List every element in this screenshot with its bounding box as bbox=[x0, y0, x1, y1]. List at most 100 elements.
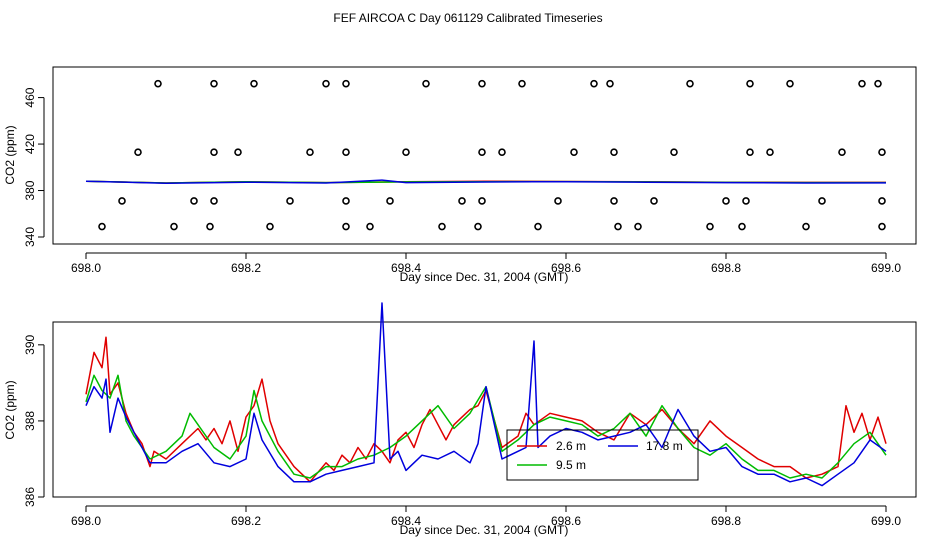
figure-title: FEF AIRCOA C Day 061129 Calibrated Times… bbox=[333, 11, 602, 25]
top-standard-point bbox=[570, 148, 578, 156]
top-series bbox=[85, 179, 887, 184]
top-standard-point bbox=[818, 197, 826, 205]
bottom-series-2-6-m bbox=[85, 336, 887, 483]
top-standard-point bbox=[342, 79, 350, 88]
top-standard-point bbox=[438, 222, 446, 231]
top-standard-point bbox=[342, 222, 350, 231]
top-y-tick-label: 420 bbox=[23, 134, 37, 154]
top-x-label: Day since Dec. 31, 2004 (GMT) bbox=[400, 270, 569, 284]
top-standard-point bbox=[534, 222, 542, 231]
top-standard-point bbox=[98, 222, 106, 231]
top-standard-point bbox=[306, 148, 314, 156]
top-standard-point bbox=[766, 148, 774, 156]
top-plot-frame bbox=[52, 66, 917, 245]
legend-label-2-6m: 2.6 m bbox=[556, 439, 586, 453]
top-standard-point bbox=[498, 148, 506, 156]
top-standard-point bbox=[518, 79, 526, 88]
bottom-x-tick-label: 699.0 bbox=[871, 514, 901, 528]
top-standard-point bbox=[610, 197, 618, 205]
top-standard-point bbox=[858, 79, 866, 88]
top-y-label: CO2 (ppm) bbox=[3, 125, 17, 184]
bottom-y-tick-label: 390 bbox=[23, 334, 37, 354]
bottom-series bbox=[85, 302, 887, 487]
bottom-x-tick-label: 698.0 bbox=[71, 514, 101, 528]
top-standard-point bbox=[210, 197, 218, 205]
legend-box bbox=[506, 429, 699, 481]
top-standard-point bbox=[170, 222, 178, 231]
top-standard-point bbox=[614, 222, 622, 231]
top-standard-point bbox=[266, 222, 274, 231]
top-standard-point bbox=[746, 79, 754, 88]
bottom-series-17-8-m bbox=[85, 302, 887, 487]
top-standard-point bbox=[134, 148, 142, 156]
top-standards bbox=[98, 79, 886, 231]
top-standard-point bbox=[190, 197, 198, 205]
top-y-axis: 340 380 420 460 bbox=[23, 87, 45, 247]
bottom-x-tick-label: 698.8 bbox=[711, 514, 741, 528]
bottom-y-tick-label: 388 bbox=[23, 411, 37, 431]
bottom-y-label: CO2 (ppm) bbox=[3, 380, 17, 439]
top-standard-point bbox=[322, 79, 330, 88]
legend-label-17-8m: 17.8 m bbox=[646, 439, 683, 453]
top-standard-point bbox=[478, 148, 486, 156]
legend-label-9-5m: 9.5 m bbox=[556, 458, 586, 472]
top-standard-point bbox=[838, 148, 846, 156]
top-standard-point bbox=[610, 148, 618, 156]
top-standard-point bbox=[422, 79, 430, 88]
bottom-plot-frame bbox=[52, 321, 917, 498]
top-standard-point bbox=[154, 79, 162, 88]
top-standard-point bbox=[554, 197, 562, 205]
top-x-tick-label: 699.0 bbox=[871, 261, 901, 275]
top-panel: 698.0 698.2 698.4 698.6 698.8 699.0 340 380 420… bbox=[3, 66, 917, 284]
bottom-x-tick-label: 698.6 bbox=[551, 514, 581, 528]
top-y-tick-label: 380 bbox=[23, 180, 37, 200]
top-standard-point bbox=[478, 197, 486, 205]
top-standard-point bbox=[474, 222, 482, 231]
top-x-tick-label: 698.0 bbox=[71, 261, 101, 275]
top-standard-point bbox=[342, 197, 350, 205]
top-x-tick-label: 698.4 bbox=[391, 261, 421, 275]
top-standard-point bbox=[590, 79, 598, 88]
bottom-series-9-5-m bbox=[85, 374, 887, 479]
bottom-x-tick-label: 698.2 bbox=[231, 514, 261, 528]
top-standard-point bbox=[722, 197, 730, 205]
top-x-tick-label: 698.6 bbox=[551, 261, 581, 275]
top-standard-point bbox=[874, 79, 882, 88]
top-series-17-8-m bbox=[85, 179, 887, 184]
bottom-y-axis: 386 388 390 bbox=[23, 334, 45, 507]
bottom-x-tick-label: 698.4 bbox=[391, 514, 421, 528]
top-standard-point bbox=[606, 79, 614, 88]
legend: 2.6 m 9.5 m 17.8 m bbox=[506, 429, 699, 481]
top-standard-point bbox=[234, 148, 242, 156]
top-standard-point bbox=[478, 79, 486, 88]
top-standard-point bbox=[402, 148, 410, 156]
top-standard-point bbox=[286, 197, 294, 205]
bottom-x-axis: 698.0 698.2 698.4 698.6 698.8 699.0 bbox=[71, 505, 901, 528]
top-standard-point bbox=[210, 79, 218, 88]
top-standard-point bbox=[386, 197, 394, 205]
top-standard-point bbox=[650, 197, 658, 205]
bottom-y-tick-label: 386 bbox=[23, 487, 37, 507]
top-standard-point bbox=[686, 79, 694, 88]
top-standard-point bbox=[742, 197, 750, 205]
bottom-x-label: Day since Dec. 31, 2004 (GMT) bbox=[400, 523, 569, 537]
top-standard-point bbox=[738, 222, 746, 231]
top-standard-point bbox=[118, 197, 126, 205]
top-standard-point bbox=[366, 222, 374, 231]
top-standard-point bbox=[878, 197, 886, 205]
top-standard-point bbox=[706, 222, 714, 231]
top-standard-point bbox=[634, 222, 642, 231]
top-x-tick-label: 698.2 bbox=[231, 261, 261, 275]
top-standard-point bbox=[786, 79, 794, 88]
top-standard-point bbox=[206, 222, 214, 231]
bottom-panel: 698.0 698.2 698.4 698.6 698.8 699.0 386 388 390… bbox=[3, 302, 917, 537]
top-standard-point bbox=[670, 148, 678, 156]
top-standard-point bbox=[746, 148, 754, 156]
top-standard-point bbox=[250, 79, 258, 88]
top-y-tick-label: 340 bbox=[23, 227, 37, 247]
top-standard-point bbox=[878, 222, 886, 231]
top-x-tick-label: 698.8 bbox=[711, 261, 741, 275]
top-x-axis: 698.0 698.2 698.4 698.6 698.8 699.0 bbox=[71, 252, 901, 275]
top-y-tick-label: 460 bbox=[23, 87, 37, 107]
